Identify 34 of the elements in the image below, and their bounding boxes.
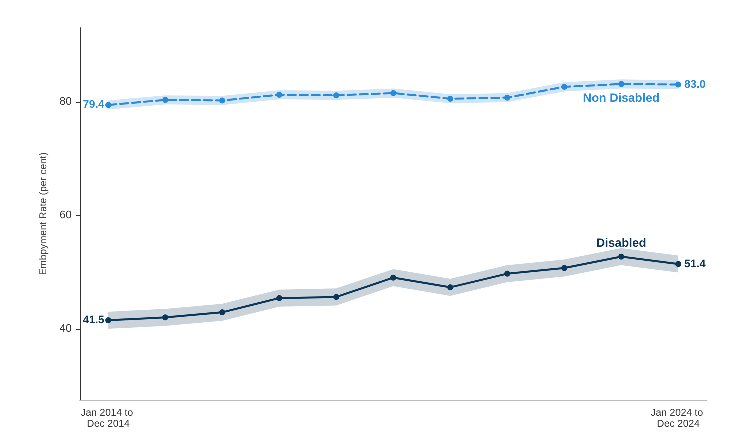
point [220,310,226,316]
data-label: 83.0 [684,78,706,91]
data-label: 41.5 [83,314,104,326]
point [276,92,282,98]
point [504,270,510,277]
point [162,314,168,321]
x-tick-label: Jan 2024 to Dec 2024 [650,408,706,430]
point [276,295,282,302]
y-tick-label: 80 [60,96,72,108]
series-label: Non Disabled [583,91,660,106]
point [618,81,624,88]
point [562,265,568,272]
data-label: 51.4 [684,258,707,270]
point [618,254,624,260]
point [220,98,226,104]
point [504,94,510,101]
point [676,82,682,88]
point [390,274,396,281]
point [448,96,454,102]
y-axis-title: Embpyment Rate (per cent) [38,152,50,276]
point [448,284,454,291]
series-label: Disabled [596,236,647,250]
data-label: 79.4 [83,99,106,112]
y-tick-label: 60 [60,209,72,222]
point [106,317,112,324]
point [562,84,568,90]
point [106,102,112,108]
point [334,294,340,300]
point [390,90,396,96]
x-tick-label: Jan 2014 to Dec 2014 [80,408,136,430]
point [334,92,340,99]
y-tick-label: 40 [60,323,72,336]
point [162,97,168,104]
point [676,261,682,268]
